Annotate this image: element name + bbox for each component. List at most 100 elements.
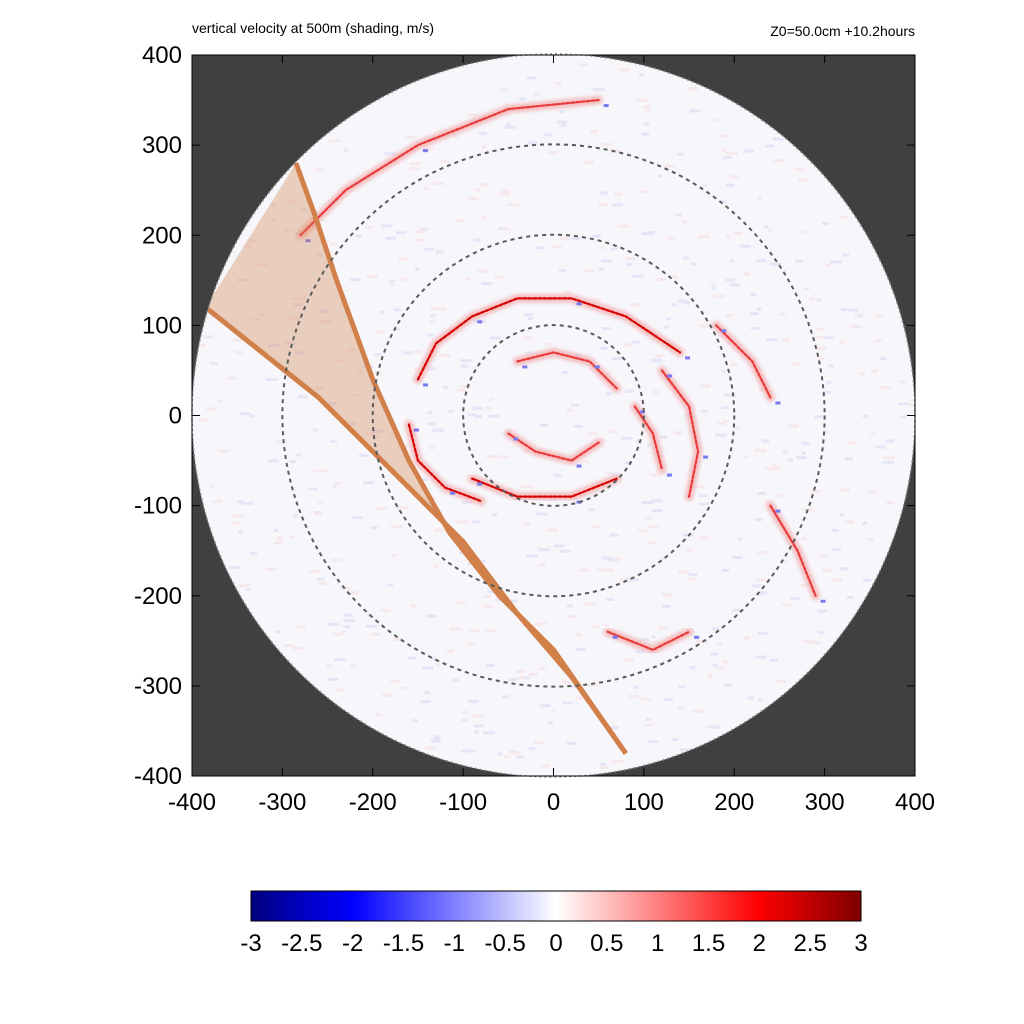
velocity-cell (483, 595, 491, 599)
velocity-cell (239, 412, 251, 416)
velocity-cell (795, 456, 807, 460)
velocity-cell (721, 369, 726, 373)
velocity-cell (733, 231, 743, 235)
velocity-cell (725, 278, 735, 282)
velocity-cell (764, 499, 771, 503)
velocity-cell (802, 537, 807, 541)
velocity-cell (249, 414, 255, 418)
velocity-cell (319, 309, 329, 313)
velocity-cell (393, 308, 402, 312)
velocity-cell (289, 459, 296, 463)
velocity-cell (755, 655, 767, 659)
velocity-cell (790, 362, 800, 366)
velocity-cell (712, 663, 718, 667)
velocity-cell (297, 625, 307, 629)
velocity-cell (677, 299, 688, 303)
colorbar-tick-label: 2 (753, 930, 766, 957)
velocity-cell (612, 472, 621, 476)
velocity-cell (410, 604, 418, 608)
velocity-cell (773, 158, 786, 162)
rainband-core (471, 477, 618, 498)
velocity-cell (541, 764, 551, 768)
velocity-cell (771, 466, 782, 470)
velocity-cell (566, 741, 577, 745)
velocity-cell (287, 316, 300, 320)
velocity-cell (412, 719, 419, 723)
velocity-cell (481, 145, 487, 149)
velocity-cell (288, 535, 294, 539)
colorbar-tick-label: -0.5 (484, 930, 525, 957)
velocity-cell (666, 317, 671, 321)
velocity-cell (547, 151, 558, 155)
velocity-cell (701, 183, 708, 187)
downdraft-cell (721, 329, 727, 333)
velocity-cell (723, 393, 736, 397)
velocity-cell (795, 259, 803, 263)
velocity-cell (384, 152, 397, 156)
velocity-cell (203, 335, 213, 339)
velocity-cell (624, 461, 632, 465)
velocity-cell (660, 557, 667, 561)
velocity-cell (474, 730, 479, 734)
velocity-cell (282, 229, 294, 233)
velocity-cell (416, 229, 428, 233)
velocity-cell (682, 256, 689, 260)
velocity-cell (371, 632, 380, 636)
velocity-cell (643, 105, 651, 109)
velocity-cell (416, 166, 421, 170)
velocity-cell (635, 439, 643, 443)
velocity-cell (469, 629, 479, 633)
velocity-cell (466, 113, 478, 117)
rainband-core (299, 98, 600, 237)
velocity-cell (767, 228, 772, 232)
velocity-cell (206, 407, 218, 411)
velocity-cell (268, 459, 279, 463)
velocity-cell (237, 530, 244, 534)
velocity-cell (533, 740, 545, 744)
velocity-cell (473, 714, 484, 718)
velocity-cell (350, 591, 360, 595)
velocity-cell (430, 739, 442, 743)
velocity-cell (349, 422, 357, 426)
velocity-cell (299, 208, 307, 212)
velocity-cell (584, 602, 596, 606)
y-tick-label: -100 (134, 493, 182, 520)
velocity-cell (661, 604, 671, 608)
velocity-cell (394, 327, 400, 331)
velocity-cell (722, 660, 728, 664)
velocity-cell (731, 608, 741, 612)
velocity-cell (401, 686, 409, 690)
velocity-cell (390, 524, 403, 528)
velocity-cell (317, 254, 324, 258)
velocity-cell (456, 219, 465, 223)
velocity-cell (654, 278, 667, 282)
downdraft-cell (666, 473, 672, 477)
velocity-cell (426, 614, 437, 618)
velocity-cell (801, 451, 806, 455)
velocity-cell (218, 449, 229, 453)
velocity-cell (363, 481, 374, 485)
velocity-cell (613, 557, 622, 561)
velocity-cell (717, 422, 725, 426)
velocity-cell (651, 499, 662, 503)
velocity-cell (455, 601, 466, 605)
downdraft-cell (820, 599, 826, 603)
velocity-cell (446, 649, 455, 653)
velocity-cell (525, 351, 532, 355)
velocity-cell (814, 415, 823, 419)
velocity-cell (439, 353, 451, 357)
velocity-cell (495, 598, 502, 602)
velocity-cell (533, 623, 542, 627)
velocity-cell (516, 755, 525, 759)
rainband-core (715, 324, 772, 399)
velocity-cell (825, 263, 832, 267)
velocity-cell (308, 487, 318, 491)
plot-area (191, 53, 916, 778)
velocity-cell (651, 473, 660, 477)
velocity-cell (756, 578, 767, 582)
velocity-cell (334, 657, 346, 661)
velocity-cell (527, 317, 533, 321)
velocity-cell (769, 658, 779, 662)
velocity-cell (712, 627, 719, 631)
x-tick-label: 300 (805, 789, 845, 816)
